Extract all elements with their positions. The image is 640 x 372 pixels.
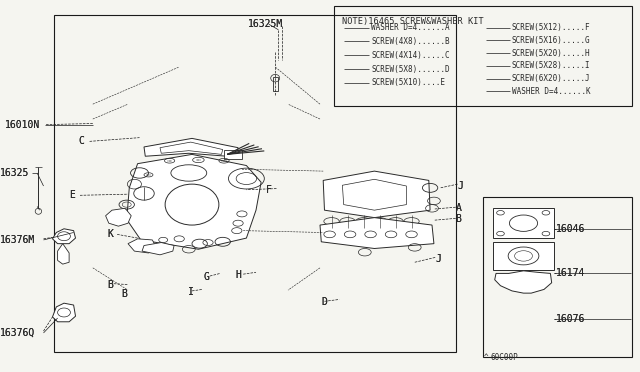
Text: 16046: 16046 — [556, 224, 585, 234]
Bar — [54, 15, 456, 352]
Polygon shape — [142, 243, 174, 255]
Text: F: F — [266, 185, 271, 195]
Polygon shape — [160, 142, 223, 154]
Text: 16174: 16174 — [556, 269, 585, 278]
Text: J: J — [458, 181, 463, 191]
Polygon shape — [127, 154, 261, 249]
Polygon shape — [128, 239, 157, 253]
Text: 16046: 16046 — [556, 224, 585, 234]
Text: H: H — [236, 270, 241, 280]
Text: SCREW(4X8)......B: SCREW(4X8)......B — [371, 37, 450, 46]
Bar — [334, 6, 632, 106]
Text: SCREW(5X16).....G: SCREW(5X16).....G — [512, 36, 591, 45]
Text: WASHER D=4......K: WASHER D=4......K — [512, 87, 591, 96]
Text: C: C — [78, 137, 84, 146]
Text: WASHER D=4......A: WASHER D=4......A — [371, 23, 450, 32]
Text: 16376M: 16376M — [0, 235, 35, 245]
Text: 16325: 16325 — [0, 168, 29, 178]
Text: ^: ^ — [484, 353, 488, 362]
Polygon shape — [58, 244, 69, 264]
Polygon shape — [493, 242, 554, 270]
Text: I: I — [188, 287, 194, 297]
Text: E: E — [69, 190, 75, 200]
Text: A: A — [456, 203, 461, 213]
Text: SCREW(5X8)......D: SCREW(5X8)......D — [371, 65, 450, 74]
Text: K: K — [108, 230, 113, 239]
Text: D: D — [321, 297, 327, 307]
Text: 60C00P: 60C00P — [491, 353, 518, 362]
Bar — [224, 150, 242, 159]
Text: SCREW(5X28).....I: SCREW(5X28).....I — [512, 61, 591, 70]
Polygon shape — [52, 303, 76, 322]
Text: B: B — [122, 289, 127, 299]
Polygon shape — [495, 271, 552, 293]
Bar — [273, 77, 278, 91]
Text: B: B — [456, 215, 461, 224]
Text: SCREW(5X10)....E: SCREW(5X10)....E — [371, 78, 445, 87]
Text: NOTE)16465 SCREW&WASHER KIT: NOTE)16465 SCREW&WASHER KIT — [342, 17, 483, 26]
Bar — [483, 197, 632, 357]
Text: G: G — [204, 272, 209, 282]
Polygon shape — [493, 208, 554, 238]
Text: I: I — [188, 287, 194, 297]
Text: H: H — [236, 270, 241, 280]
Text: 16376Q: 16376Q — [0, 328, 35, 338]
Polygon shape — [342, 179, 406, 210]
Text: C: C — [78, 137, 84, 146]
Text: J: J — [435, 254, 441, 263]
Polygon shape — [323, 171, 430, 218]
Text: 16325M: 16325M — [248, 19, 284, 29]
Polygon shape — [52, 229, 76, 244]
Text: B: B — [108, 280, 113, 289]
Text: B: B — [122, 289, 127, 299]
Text: B: B — [108, 280, 113, 289]
Text: 16376Q: 16376Q — [0, 328, 35, 338]
Polygon shape — [320, 218, 434, 248]
Text: A: A — [456, 203, 461, 213]
Text: SCREW(5X12).....F: SCREW(5X12).....F — [512, 23, 591, 32]
Text: 16076: 16076 — [556, 314, 585, 324]
Text: G: G — [204, 272, 209, 282]
Text: K: K — [108, 230, 113, 239]
Text: 16325: 16325 — [0, 168, 29, 178]
Text: 16010N: 16010N — [5, 120, 40, 129]
Text: 16325M: 16325M — [248, 19, 284, 29]
Text: 16174: 16174 — [556, 269, 585, 278]
Text: E: E — [69, 190, 75, 200]
Text: F: F — [266, 185, 271, 195]
Text: SCREW(5X20).....H: SCREW(5X20).....H — [512, 48, 591, 58]
Text: J: J — [435, 254, 441, 263]
Polygon shape — [144, 138, 238, 157]
Text: B: B — [456, 215, 461, 224]
Text: D: D — [321, 297, 327, 307]
Text: SCREW(4X14).....C: SCREW(4X14).....C — [371, 51, 450, 60]
Polygon shape — [106, 208, 131, 226]
Text: 16376M: 16376M — [0, 235, 35, 245]
Text: J: J — [458, 181, 463, 191]
Text: 16076: 16076 — [556, 314, 585, 324]
Text: SCREW(6X20).....J: SCREW(6X20).....J — [512, 74, 591, 83]
Text: 16010N: 16010N — [5, 120, 40, 129]
